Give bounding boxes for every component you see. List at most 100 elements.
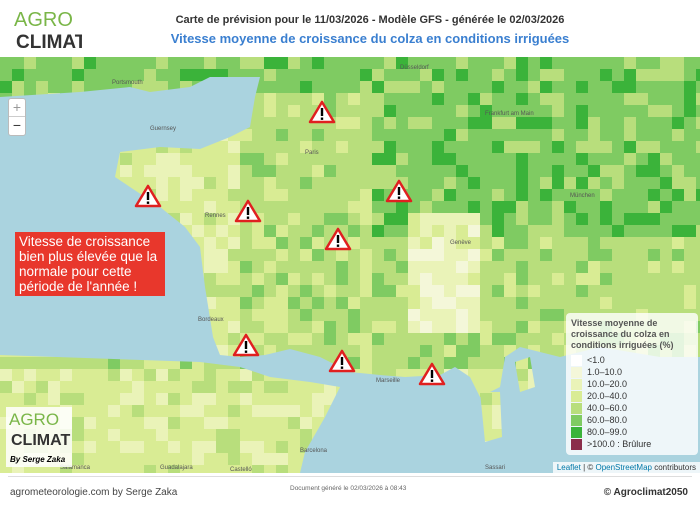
grid-cell bbox=[192, 237, 204, 249]
grid-cell bbox=[24, 213, 36, 225]
zoom-control: + − bbox=[8, 98, 26, 136]
grid-cell bbox=[264, 441, 276, 453]
grid-cell bbox=[540, 297, 552, 309]
grid-cell bbox=[48, 309, 60, 321]
grid-cell bbox=[468, 117, 480, 129]
grid-cell bbox=[396, 297, 408, 309]
osm-link[interactable]: OpenStreetMap bbox=[595, 463, 652, 472]
grid-cell bbox=[684, 201, 696, 213]
map-view[interactable]: Portsmouth Guernsey Rennes Paris Düsseld… bbox=[0, 57, 700, 473]
grid-cell bbox=[240, 273, 252, 285]
grid-cell bbox=[360, 309, 372, 321]
grid-cell bbox=[636, 249, 648, 261]
grid-cell bbox=[0, 201, 12, 213]
grid-cell bbox=[168, 57, 180, 69]
grid-cell bbox=[492, 153, 504, 165]
grid-cell bbox=[408, 429, 420, 441]
grid-cell bbox=[324, 93, 336, 105]
grid-cell bbox=[408, 273, 420, 285]
grid-cell bbox=[516, 345, 528, 357]
grid-cell bbox=[492, 141, 504, 153]
grid-cell bbox=[480, 261, 492, 273]
grid-cell bbox=[456, 441, 468, 453]
grid-cell bbox=[432, 393, 444, 405]
grid-cell bbox=[288, 57, 300, 69]
grid-cell bbox=[552, 69, 564, 81]
grid-cell bbox=[528, 117, 540, 129]
grid-cell bbox=[288, 237, 300, 249]
grid-cell bbox=[408, 405, 420, 417]
grid-cell bbox=[432, 69, 444, 81]
grid-cell bbox=[516, 69, 528, 81]
grid-cell bbox=[624, 297, 636, 309]
grid-cell bbox=[336, 261, 348, 273]
grid-cell bbox=[132, 309, 144, 321]
grid-cell bbox=[480, 297, 492, 309]
grid-cell bbox=[156, 177, 168, 189]
grid-cell bbox=[264, 345, 276, 357]
grid-cell bbox=[132, 153, 144, 165]
grid-cell bbox=[408, 201, 420, 213]
grid-cell bbox=[576, 141, 588, 153]
grid-cell bbox=[684, 177, 696, 189]
grid-cell bbox=[588, 129, 600, 141]
grid-cell bbox=[612, 285, 624, 297]
grid-cell bbox=[588, 237, 600, 249]
grid-cell bbox=[108, 345, 120, 357]
leaflet-link[interactable]: Leaflet bbox=[556, 463, 581, 472]
grid-cell bbox=[216, 177, 228, 189]
grid-cell bbox=[72, 345, 84, 357]
grid-cell bbox=[468, 189, 480, 201]
grid-cell bbox=[408, 261, 420, 273]
grid-cell bbox=[288, 453, 300, 465]
legend: Vitesse moyenne de croissance du colza e… bbox=[566, 313, 698, 455]
grid-cell bbox=[276, 261, 288, 273]
grid-cell bbox=[420, 69, 432, 81]
grid-cell bbox=[348, 141, 360, 153]
grid-cell bbox=[156, 81, 168, 93]
grid-cell bbox=[384, 237, 396, 249]
grid-cell bbox=[216, 141, 228, 153]
grid-cell bbox=[120, 417, 132, 429]
grid-cell bbox=[240, 357, 252, 369]
grid-cell bbox=[108, 393, 120, 405]
grid-cell bbox=[204, 345, 216, 357]
grid-cell bbox=[300, 261, 312, 273]
grid-cell bbox=[12, 213, 24, 225]
grid-cell bbox=[600, 165, 612, 177]
grid-cell bbox=[288, 381, 300, 393]
grid-cell bbox=[228, 429, 240, 441]
grid-cell bbox=[432, 441, 444, 453]
grid-cell bbox=[480, 105, 492, 117]
grid-cell bbox=[312, 225, 324, 237]
grid-cell bbox=[408, 117, 420, 129]
grid-cell bbox=[684, 237, 696, 249]
grid-cell bbox=[492, 417, 504, 429]
zoom-out-button[interactable]: − bbox=[12, 117, 22, 133]
grid-cell bbox=[372, 345, 384, 357]
grid-cell bbox=[684, 81, 696, 93]
legend-swatch bbox=[571, 414, 582, 426]
grid-cell bbox=[36, 153, 48, 165]
grid-cell bbox=[324, 177, 336, 189]
grid-cell bbox=[396, 321, 408, 333]
grid-cell bbox=[576, 189, 588, 201]
grid-cell bbox=[360, 405, 372, 417]
grid-cell bbox=[312, 249, 324, 261]
grid-cell bbox=[444, 153, 456, 165]
grid-cell bbox=[432, 321, 444, 333]
grid-cell bbox=[300, 225, 312, 237]
grid-cell bbox=[204, 57, 216, 69]
zoom-in-button[interactable]: + bbox=[9, 99, 25, 117]
grid-cell bbox=[684, 153, 696, 165]
grid-cell bbox=[372, 429, 384, 441]
grid-cell bbox=[336, 165, 348, 177]
map-canvas[interactable]: Portsmouth Guernsey Rennes Paris Düsseld… bbox=[0, 57, 700, 473]
grid-cell bbox=[360, 249, 372, 261]
grid-cell bbox=[552, 309, 564, 321]
grid-cell bbox=[540, 117, 552, 129]
grid-cell bbox=[480, 93, 492, 105]
grid-cell bbox=[228, 405, 240, 417]
grid-cell bbox=[612, 201, 624, 213]
grid-cell bbox=[204, 177, 216, 189]
